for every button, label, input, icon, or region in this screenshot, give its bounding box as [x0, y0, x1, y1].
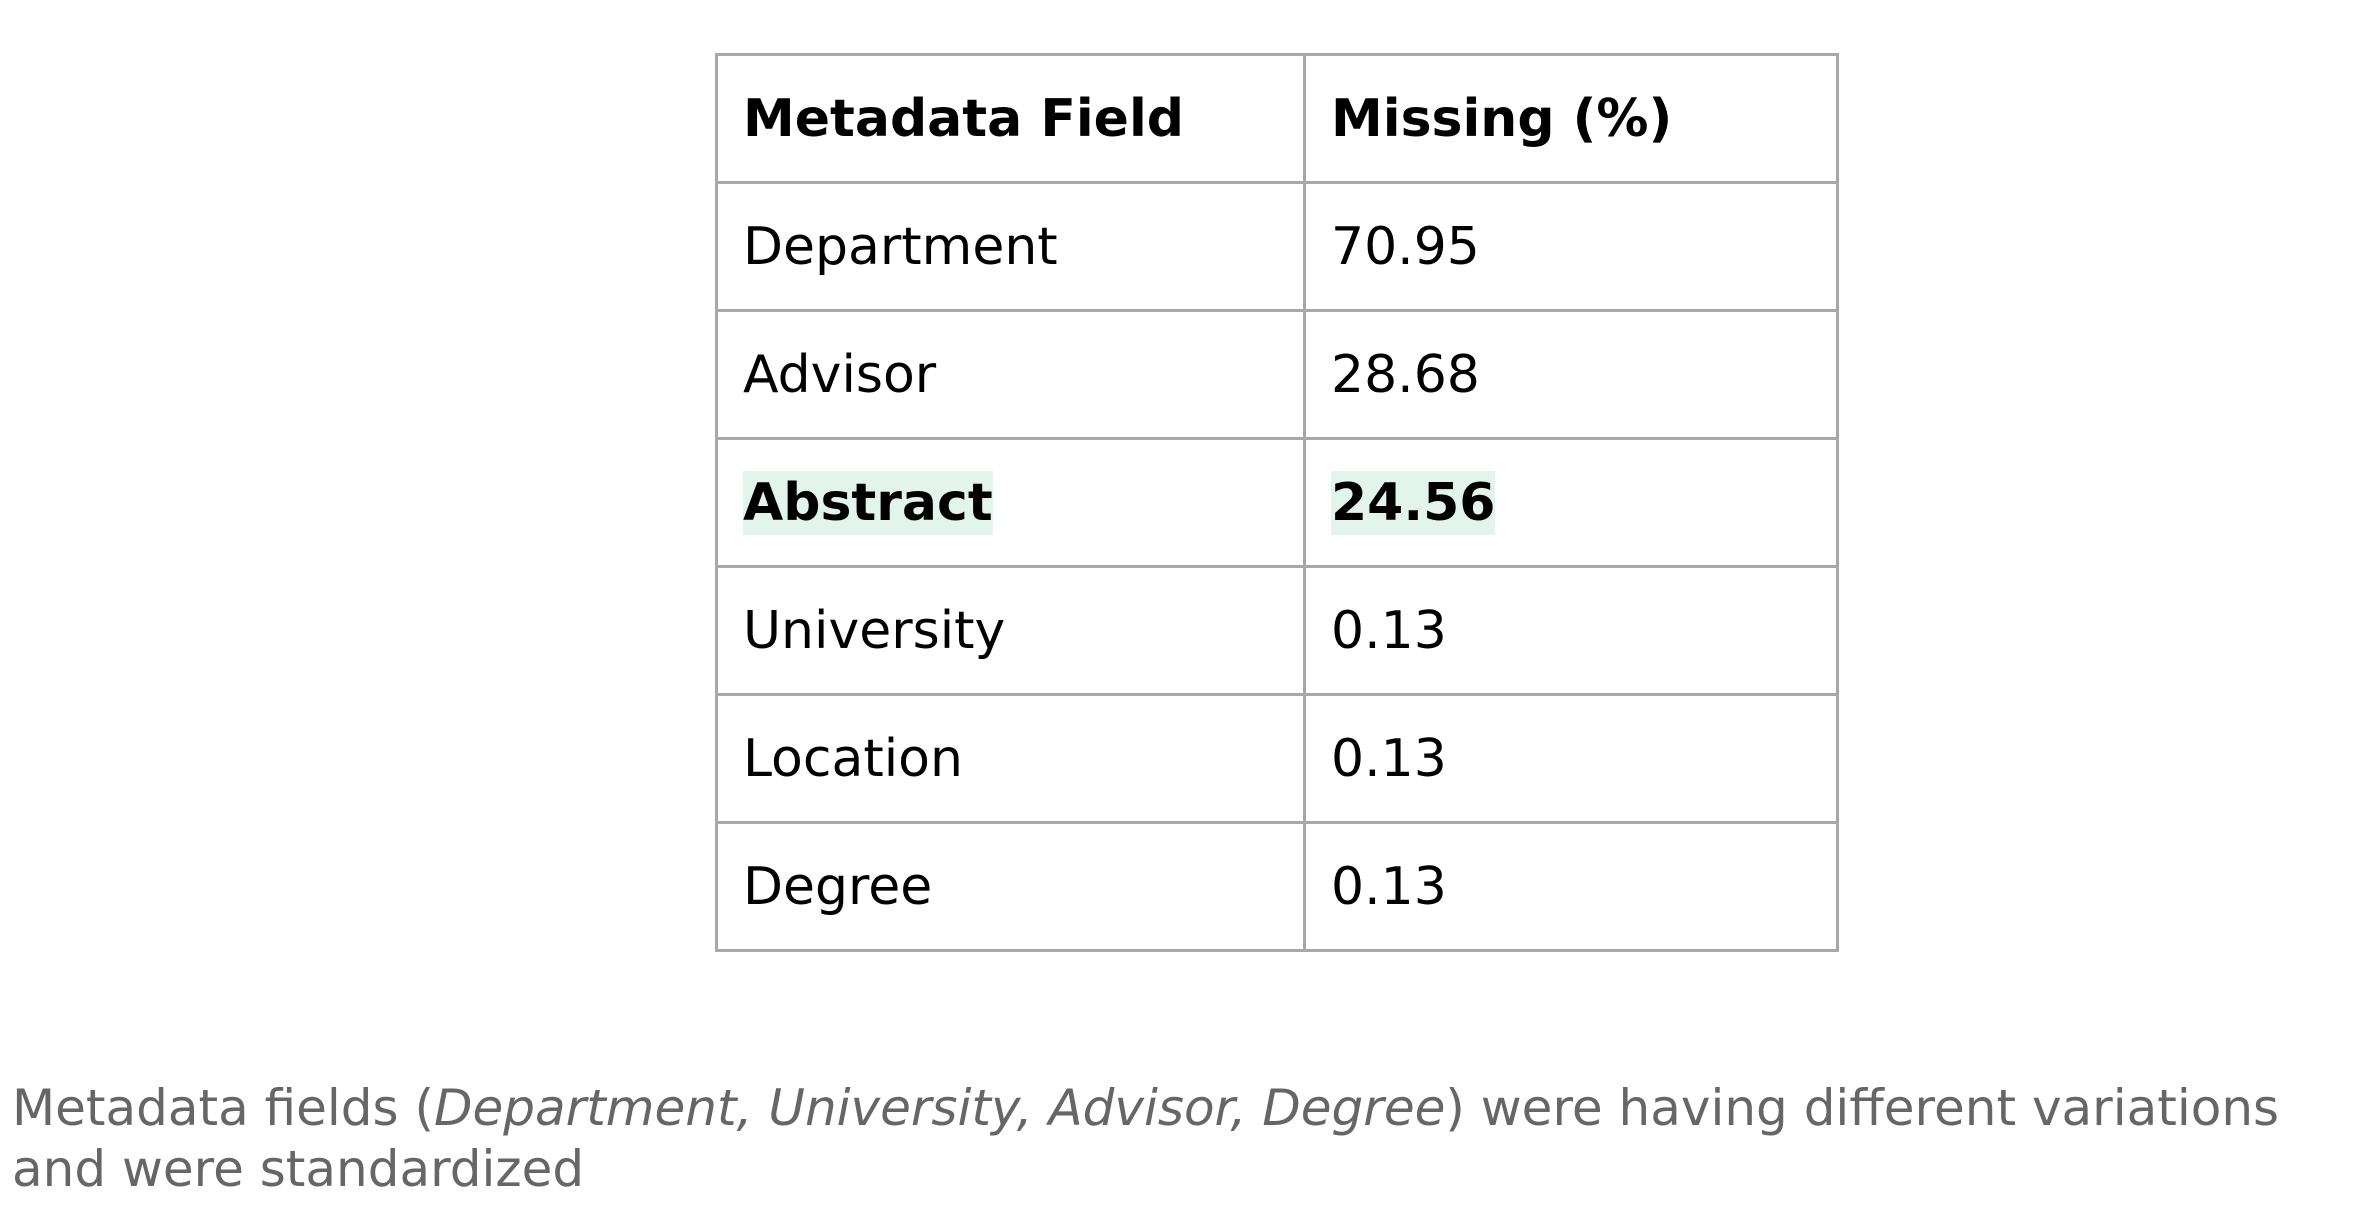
cell-missing: 0.13	[1303, 565, 1839, 696]
cell-missing: 24.56	[1303, 437, 1839, 568]
cell-field: Location	[715, 693, 1306, 824]
table-row: Department 70.95	[715, 181, 1839, 312]
table-header-row: Metadata Field Missing (%)	[715, 53, 1839, 184]
cell-missing: 70.95	[1303, 181, 1839, 312]
table-row: Location 0.13	[715, 693, 1839, 824]
cell-field: Degree	[715, 821, 1306, 952]
cell-missing: 0.13	[1303, 693, 1839, 824]
highlighted-text: 24.56	[1331, 470, 1496, 535]
cell-field: Abstract	[715, 437, 1306, 568]
highlighted-text: Abstract	[743, 470, 993, 535]
missing-metadata-table-container: Metadata Field Missing (%) Department 70…	[715, 53, 1839, 952]
cell-missing: 28.68	[1303, 309, 1839, 440]
table-row: Advisor 28.68	[715, 309, 1839, 440]
caption-suffix: ) were having different variations and w…	[12, 1079, 2280, 1198]
cell-field: University	[715, 565, 1306, 696]
header-metadata-field: Metadata Field	[715, 53, 1306, 184]
cell-missing: 0.13	[1303, 821, 1839, 952]
table-caption: Metadata fields (Department, University,…	[12, 1078, 2372, 1200]
cell-field: Advisor	[715, 309, 1306, 440]
header-missing-percent: Missing (%)	[1303, 53, 1839, 184]
table-row: Degree 0.13	[715, 821, 1839, 952]
cell-field: Department	[715, 181, 1306, 312]
missing-metadata-table: Metadata Field Missing (%) Department 70…	[715, 53, 1839, 952]
caption-prefix: Metadata fields (	[12, 1079, 434, 1137]
table-row: University 0.13	[715, 565, 1839, 696]
caption-italic-fields: Department, University, Advisor, Degree	[434, 1079, 1446, 1137]
table-row-highlighted: Abstract 24.56	[715, 437, 1839, 568]
